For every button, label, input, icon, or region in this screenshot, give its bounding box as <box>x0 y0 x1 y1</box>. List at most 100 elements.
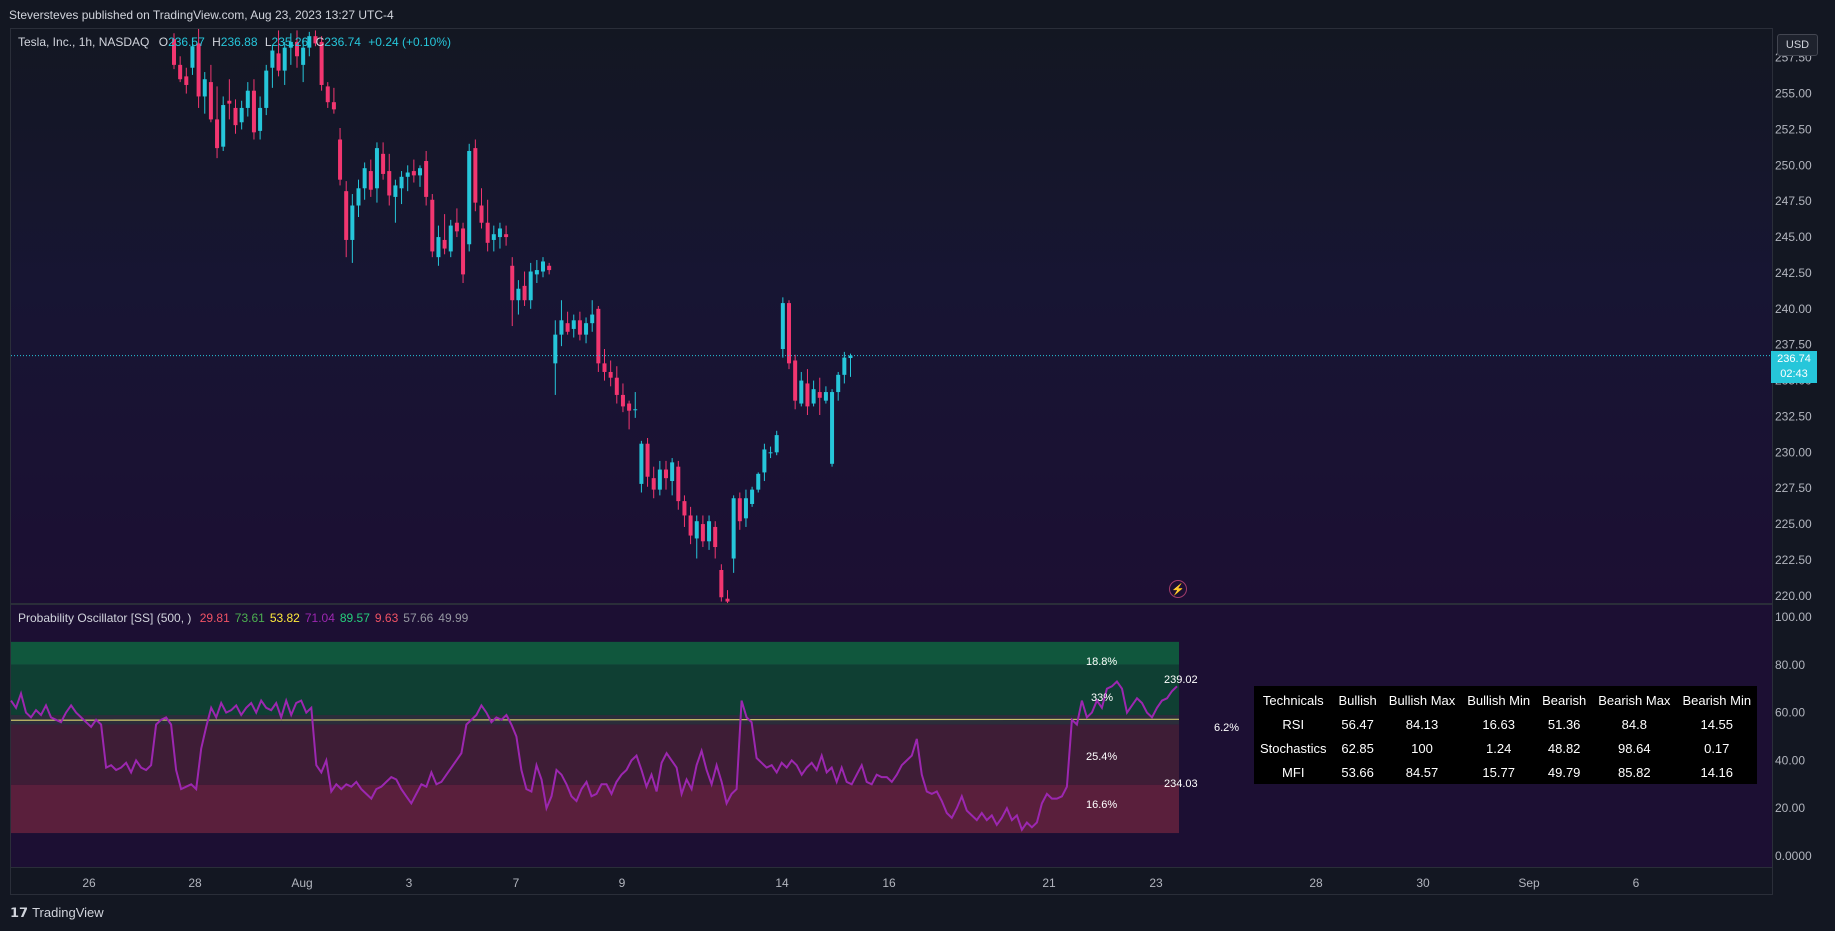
price-tick-label: 237.50 <box>1775 338 1812 352</box>
candles-group <box>172 29 853 603</box>
table-cell: 85.82 <box>1618 764 1651 780</box>
candle-body <box>707 521 712 542</box>
price-tick-label: 220.00 <box>1775 589 1812 603</box>
close-label: C <box>315 35 325 49</box>
time-tick-label: 26 <box>82 876 96 890</box>
candle-body <box>700 524 705 542</box>
candle-body <box>430 199 435 252</box>
table-cell: 0.17 <box>1704 740 1730 756</box>
oscillator-values: 29.81 73.61 53.82 71.04 89.57 9.63 57.66 49.99 <box>200 611 474 625</box>
candle-body <box>756 473 761 490</box>
table-row: MFI 53.66 84.57 15.77 49.79 85.82 14.16 <box>1254 760 1757 784</box>
price-tick-label: 222.50 <box>1775 553 1812 567</box>
candle-body <box>787 303 791 364</box>
candle-body <box>682 501 687 516</box>
table-header-row: Technicals Bullish Bullish Max Bullish Min B… <box>1254 686 1757 712</box>
chart-frame <box>10 28 1773 895</box>
table-cell: 15.77 <box>1482 764 1515 780</box>
table-cell: 62.85 <box>1341 740 1374 756</box>
table-row: Stochastics 62.85 100 1.24 48.82 98.64 0.17 <box>1254 736 1757 760</box>
candle-body <box>762 449 767 473</box>
price-pane[interactable] <box>11 29 1773 603</box>
candle-body <box>405 172 410 177</box>
candle-body <box>676 466 681 502</box>
last-price-tag: 236.74 02:43 <box>1771 351 1817 383</box>
table-header-cell: Technicals <box>1262 692 1324 708</box>
table-cell: 1.24 <box>1486 740 1512 756</box>
lightning-icon[interactable]: ⚡ <box>1169 580 1187 598</box>
candle-body <box>319 41 324 85</box>
countdown-timer: 02:43 <box>1780 368 1808 380</box>
time-tick-label: 16 <box>882 876 896 890</box>
candle-body <box>184 76 189 85</box>
candle-body <box>830 392 835 464</box>
oscillator-title[interactable]: Probability Oscillator [SS] (500, ) <box>18 611 192 625</box>
candle-body <box>485 222 490 243</box>
candle-body <box>454 222 459 232</box>
low-value: 235.26 <box>271 35 309 49</box>
candle-body <box>172 39 176 65</box>
open-value: 236.57 <box>168 35 205 49</box>
candle-body <box>670 462 675 482</box>
price-tick-label: 242.50 <box>1775 266 1812 280</box>
table-cell: 51.36 <box>1547 716 1581 732</box>
table-cell: 14.55 <box>1700 716 1734 732</box>
candle-body <box>479 205 484 223</box>
candle-body <box>270 50 275 68</box>
candle-body <box>504 234 509 238</box>
candle-body <box>602 363 607 372</box>
oscillator-value-4: 89.57 <box>339 611 370 625</box>
candle-body <box>639 443 644 484</box>
table-header-cell: Bearish <box>1542 692 1587 708</box>
table-cell: 84.13 <box>1405 716 1439 732</box>
candle-body <box>436 237 441 258</box>
high-label: H <box>212 35 221 49</box>
candle-body <box>657 469 662 490</box>
table-cell: 84.57 <box>1405 764 1439 780</box>
probability-band <box>11 641 1179 665</box>
price-tick-label: 240.00 <box>1775 302 1812 316</box>
price-tick-label: 247.50 <box>1775 194 1812 208</box>
candle-body <box>768 452 773 454</box>
oscillator-value-2: 53.82 <box>269 611 300 625</box>
table-cell: 84.8 <box>1621 716 1647 732</box>
candle-body <box>811 389 816 404</box>
osc-tick-label: 20.00 <box>1775 801 1805 815</box>
candle-body <box>645 443 650 477</box>
change-value: +0.24 (+0.10%) <box>368 35 452 49</box>
candle-body <box>344 191 349 240</box>
candle-body <box>651 478 656 490</box>
candle-body <box>288 41 293 48</box>
candle-body <box>725 598 730 602</box>
osc-tick-label: 60.00 <box>1775 706 1805 720</box>
candle-body <box>356 188 361 206</box>
candle-body <box>793 360 798 401</box>
candle-body <box>836 374 841 393</box>
price-axis[interactable] <box>1773 28 1835 895</box>
candle-body <box>664 469 668 479</box>
symbol-name[interactable]: Tesla, Inc., 1h, NASDAQ <box>18 35 150 49</box>
price-tick-label: 245.00 <box>1775 230 1812 244</box>
time-axis[interactable] <box>11 867 1773 896</box>
candle-body <box>694 521 699 539</box>
candle-body <box>553 334 558 364</box>
oscillator-value-5: 9.63 <box>374 611 399 625</box>
osc-tick-label: 0.0000 <box>1775 849 1812 863</box>
candle-body <box>565 323 570 332</box>
candle-body <box>307 36 312 48</box>
osc-mid-line <box>10 718 1180 721</box>
close-value: 236.74 <box>324 35 361 49</box>
price-tick-label: 250.00 <box>1775 158 1812 172</box>
candle-body <box>258 107 263 131</box>
candle-body <box>467 150 472 245</box>
candle-body <box>227 100 232 104</box>
table-header-cell: Bullish Min <box>1467 692 1531 708</box>
candle-body <box>448 225 453 252</box>
tradingview-logo-icon: 𝟭𝟳 <box>10 905 29 920</box>
pane-separator[interactable] <box>11 603 1773 605</box>
candle-body <box>571 320 576 329</box>
tradingview-logo[interactable]: 𝟭𝟳 TradingView <box>10 905 104 921</box>
currency-button[interactable]: USD <box>1777 34 1818 56</box>
zone-percent-label: 33% <box>1091 692 1113 704</box>
